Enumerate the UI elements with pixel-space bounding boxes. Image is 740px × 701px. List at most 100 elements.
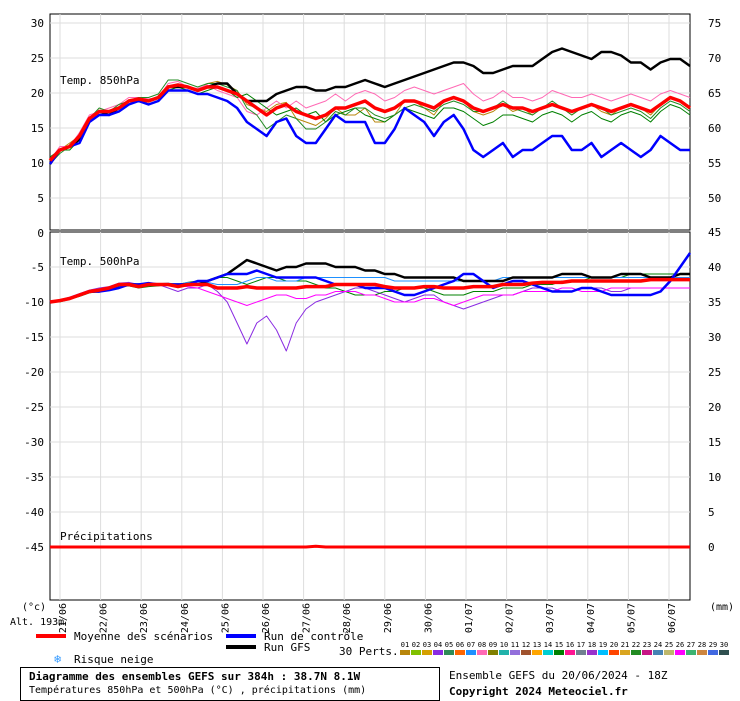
mean-line-850 xyxy=(48,83,692,162)
perturbation-number: 18 xyxy=(588,641,596,649)
y-left-tick-500: -45 xyxy=(24,541,44,554)
x-tick-label: 30/06 xyxy=(423,603,434,633)
perturbation-number: 01 xyxy=(401,641,409,649)
y-left-tick-850: 30 xyxy=(31,17,44,30)
legend-control-label: Run de contrôle xyxy=(264,630,363,643)
snow-icon: ❄ xyxy=(54,652,61,666)
perturbation-swatch xyxy=(697,650,707,655)
perturbation-swatch xyxy=(554,650,564,655)
x-axis-tick-labels: 21/06 22/06 23/06 24/06 25/06 26/06 27/06 28/06… xyxy=(58,603,678,633)
panel-850hpa-label: Temp. 850hPa xyxy=(60,74,139,87)
perturbation-number: 27 xyxy=(687,641,695,649)
perturbation-swatch xyxy=(455,650,465,655)
perturbation-swatch xyxy=(488,650,498,655)
panel-500hpa-series xyxy=(49,252,692,352)
footer-copyright: Copyright 2024 Meteociel.fr xyxy=(449,685,628,698)
altitude-label: Alt. 193m xyxy=(10,617,64,628)
y-left-tick-850: 25 xyxy=(31,52,44,65)
y-left-tick-500: -35 xyxy=(24,471,44,484)
perturbation-number: 22 xyxy=(632,641,640,649)
perturbation-swatch xyxy=(477,650,487,655)
y-right-tick-500: 0 xyxy=(708,541,715,554)
y-left-tick-850: 20 xyxy=(31,87,44,100)
perturbation-swatch xyxy=(598,650,608,655)
y-right-tick-850: 50 xyxy=(708,192,721,205)
perturbation-swatch xyxy=(400,650,410,655)
perturbation-number: 02 xyxy=(412,641,420,649)
perturbation-number: 11 xyxy=(511,641,519,649)
perturbation-number: 23 xyxy=(643,641,651,649)
x-tick-label: 24/06 xyxy=(180,603,191,633)
y-right-tick-500: 5 xyxy=(708,506,715,519)
perturbation-number: 28 xyxy=(698,641,706,649)
x-tick-label: 22/06 xyxy=(99,603,110,633)
perturbation-number: 07 xyxy=(467,641,475,649)
y-left-tick-850: 5 xyxy=(37,192,44,205)
precipitation-series xyxy=(50,544,690,549)
control-line-850 xyxy=(48,89,690,165)
perturbation-number: 10 xyxy=(500,641,508,649)
x-tick-label: 06/07 xyxy=(667,603,678,633)
left-unit-label: (°c) xyxy=(22,602,46,613)
perturbation-swatch xyxy=(411,650,421,655)
perturbation-swatch xyxy=(510,650,520,655)
perturbation-swatch xyxy=(653,650,663,655)
y-left-tick-850: 15 xyxy=(31,122,44,135)
panel-850hpa-series xyxy=(48,47,692,165)
y-left-tick-500: -40 xyxy=(24,506,44,519)
mean-line-500 xyxy=(49,277,690,304)
perturbation-number: 05 xyxy=(445,641,453,649)
panel-500hpa-right-ticks: 45 40 35 30 25 20 15 10 5 0 xyxy=(708,226,721,554)
y-left-tick-500: -10 xyxy=(24,296,44,309)
perturbation-swatch xyxy=(708,650,718,655)
perturbation-legend: 01 02 03 04 05 06 07 08 09 10 11 12 13 14 15 16 17 18 19 20… xyxy=(400,641,729,655)
perturbation-swatch xyxy=(466,650,476,655)
perturbation-number: 03 xyxy=(423,641,431,649)
y-right-tick-500: 30 xyxy=(708,331,721,344)
y-right-tick-500: 10 xyxy=(708,471,721,484)
perturbation-swatch xyxy=(576,650,586,655)
perturbation-number: 15 xyxy=(555,641,563,649)
y-left-tick-500: -5 xyxy=(31,261,44,274)
y-right-tick-500: 15 xyxy=(708,436,721,449)
perturbation-swatch xyxy=(499,650,509,655)
y-left-tick-500: -30 xyxy=(24,436,44,449)
x-tick-label: 25/06 xyxy=(220,603,231,633)
y-left-tick-500: -25 xyxy=(24,401,44,414)
x-tick-label: 28/06 xyxy=(342,603,353,633)
perturbation-number: 04 xyxy=(434,641,442,649)
perturbation-swatch xyxy=(422,650,432,655)
x-tick-label: 02/07 xyxy=(505,603,516,633)
panel-850hpa-frame xyxy=(49,13,691,231)
x-tick-label: 04/07 xyxy=(586,603,597,633)
perturbation-swatch xyxy=(433,650,443,655)
perturbation-swatch xyxy=(664,650,674,655)
perturbation-swatch xyxy=(631,650,641,655)
perturbation-swatch xyxy=(587,650,597,655)
perturbation-swatch xyxy=(642,650,652,655)
perturbation-swatch xyxy=(686,650,696,655)
y-left-tick-500: -20 xyxy=(24,366,44,379)
perturbation-number: 16 xyxy=(566,641,574,649)
x-tick-label: 01/07 xyxy=(464,603,475,633)
y-right-tick-850: 65 xyxy=(708,87,721,100)
y-right-tick-850: 70 xyxy=(708,52,721,65)
footer-title: Diagramme des ensembles GEFS sur 384h : … xyxy=(29,670,361,683)
perturbation-number: 19 xyxy=(599,641,607,649)
precipitation-label: Précipitations xyxy=(60,530,153,543)
perturbation-number: 12 xyxy=(522,641,530,649)
perturbation-swatch xyxy=(444,650,454,655)
perturbation-number: 29 xyxy=(709,641,717,649)
legend: Moyenne des scénarios Run de contrôle Ru… xyxy=(36,630,729,666)
perturbation-swatch xyxy=(609,650,619,655)
panel-850hpa-right-ticks: 75 70 65 60 55 50 xyxy=(708,17,721,205)
perturbation-number: 08 xyxy=(478,641,486,649)
legend-snow-label: Risque neige xyxy=(74,653,153,666)
panel-850hpa-left-ticks: 30 25 20 15 10 5 0 xyxy=(31,17,44,240)
x-tick-label: 26/06 xyxy=(261,603,272,633)
panel-500hpa-label: Temp. 500hPa xyxy=(60,255,139,268)
perturbation-swatch xyxy=(620,650,630,655)
panel-500hpa: -5 -10 -15 -20 -25 -30 -35 -40 -45 45 40 35 30 25 20 1… xyxy=(24,226,721,601)
